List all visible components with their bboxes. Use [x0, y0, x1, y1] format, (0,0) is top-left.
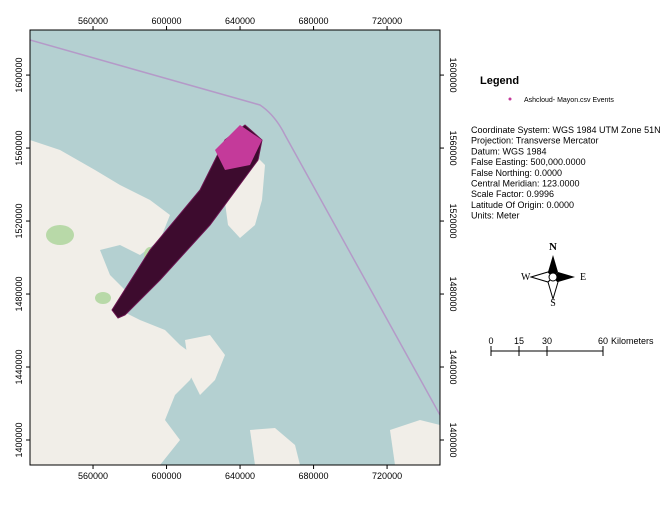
x-tick-label-top: 720000 [372, 16, 402, 26]
coordinate-info: Coordinate System: WGS 1984 UTM Zone 51N [471, 125, 661, 135]
coordinate-info: False Easting: 500,000.0000 [471, 157, 586, 167]
y-tick-label-left: 1400000 [14, 422, 24, 457]
island [390, 420, 440, 465]
legend-symbol [508, 97, 512, 101]
island [185, 335, 225, 395]
basemap [30, 30, 440, 465]
y-tick-label-left: 1480000 [14, 277, 24, 312]
coordinate-info: Projection: Transverse Mercator [471, 136, 599, 146]
x-tick-label-bottom: 640000 [225, 471, 255, 481]
scale-label: 0 [488, 336, 493, 346]
ash-plume [111, 124, 263, 319]
y-tick-label-left: 1520000 [14, 204, 24, 239]
forest [46, 225, 74, 245]
forest [95, 292, 111, 304]
scale-label: 30 [542, 336, 552, 346]
north-arrow: N S E W [521, 241, 586, 309]
west-label: W [521, 272, 531, 283]
x-tick-label-bottom: 560000 [78, 471, 108, 481]
x-tick-label-bottom: 720000 [372, 471, 402, 481]
coordinate-info: Scale Factor: 0.9996 [471, 189, 554, 199]
x-tick-label-top: 640000 [225, 16, 255, 26]
north-label: N [549, 241, 557, 253]
y-tick-label-right: 1560000 [448, 131, 458, 166]
y-tick-label-left: 1560000 [14, 131, 24, 166]
x-tick-label-top: 600000 [152, 16, 182, 26]
coordinate-info: Latitude Of Origin: 0.0000 [471, 200, 574, 210]
scale-unit: Kilometers [611, 336, 654, 346]
y-tick-label-left: 1440000 [14, 349, 24, 384]
y-tick-label-left: 1600000 [14, 58, 24, 93]
y-tick-label-right: 1440000 [448, 349, 458, 384]
x-tick-label-top: 680000 [299, 16, 329, 26]
coordinate-info: False Northing: 0.0000 [471, 168, 562, 178]
ash-plume-dense [215, 125, 262, 170]
boundary-line [30, 39, 440, 416]
legend-title: Legend [480, 75, 519, 87]
x-tick-label-top: 560000 [78, 16, 108, 26]
x-tick-label-bottom: 600000 [152, 471, 182, 481]
y-tick-label-right: 1480000 [448, 277, 458, 312]
coordinate-info: Central Meridian: 123.0000 [471, 179, 580, 189]
legend-entry: Ashcloud- Mayon.csv Events [524, 97, 614, 104]
y-tick-label-right: 1400000 [448, 422, 458, 457]
coordinate-info: Units: Meter [471, 211, 520, 221]
coordinate-info: Datum: WGS 1984 [471, 146, 547, 156]
east-label: E [580, 272, 586, 283]
x-tick-label-bottom: 680000 [299, 471, 329, 481]
y-tick-label-right: 1600000 [448, 58, 458, 93]
scale-label: 60 [598, 336, 608, 346]
scale-label: 15 [514, 336, 524, 346]
map-frame [29, 29, 441, 466]
south-label: S [550, 298, 556, 309]
island [250, 428, 300, 465]
y-tick-label-right: 1520000 [448, 204, 458, 239]
